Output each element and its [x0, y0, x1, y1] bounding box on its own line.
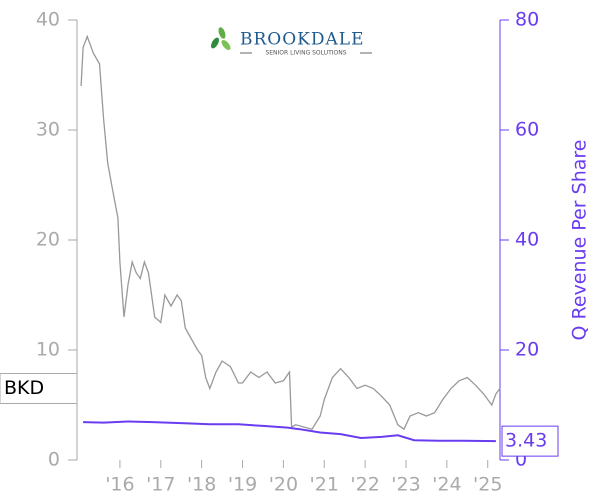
y-tick-label: 20 — [36, 229, 60, 251]
logo-leaf — [218, 27, 226, 39]
series-line — [80, 34, 501, 431]
x-tick-label: '17 — [146, 474, 175, 496]
logo-leaf — [211, 37, 219, 49]
x-tick-label: '21 — [310, 474, 339, 496]
x-tick-label: '19 — [228, 474, 257, 496]
x-tick-label: '20 — [269, 474, 298, 496]
ticker-box — [0, 373, 78, 404]
y2-tick-label: 80 — [515, 9, 539, 31]
y2-tick-label: 60 — [515, 119, 539, 141]
value-label: 3.43 — [505, 430, 547, 452]
x-tick-label: '16 — [105, 474, 134, 496]
y-tick-label: 0 — [48, 449, 60, 471]
y-tick-label: 10 — [36, 339, 60, 361]
y-tick-label: 30 — [36, 119, 60, 141]
y2-axis-label: Q Revenue Per Share — [569, 140, 591, 341]
x-tick-label: '18 — [187, 474, 216, 496]
logo: BROOKDALE SENIOR LIVING SOLUTIONS — [211, 27, 372, 57]
logo-name: BROOKDALE — [240, 30, 364, 50]
x-tick-label: '23 — [391, 474, 420, 496]
logo-leaf — [221, 40, 231, 50]
y-tick-label: 40 — [36, 9, 60, 31]
series-line — [83, 420, 496, 443]
x-tick-label: '22 — [350, 474, 379, 496]
y2-tick-label: 40 — [515, 229, 539, 251]
x-tick-label: '24 — [432, 474, 461, 496]
logo-tagline: SENIOR LIVING SOLUTIONS — [265, 50, 346, 57]
y2-tick-label: 20 — [515, 339, 539, 361]
value-box — [501, 425, 559, 457]
x-tick-label: '25 — [473, 474, 502, 496]
ticker-label: BKD — [4, 377, 44, 399]
